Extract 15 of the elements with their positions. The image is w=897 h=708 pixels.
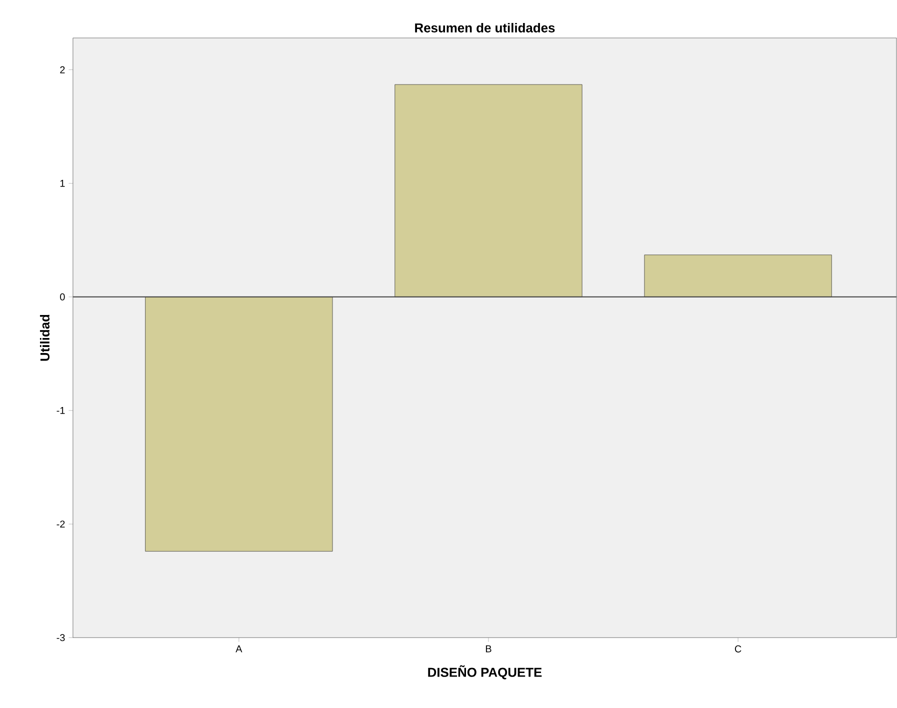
y-tick-label: -1 — [56, 407, 65, 414]
x-tick-label: A — [236, 646, 242, 652]
y-tick-label: 2 — [60, 66, 65, 74]
y-tick-label: -2 — [56, 520, 65, 528]
x-axis-title: DISEÑO PAQUETE — [428, 665, 542, 680]
bar — [644, 254, 832, 298]
y-axis-title: Utilidad — [40, 315, 50, 361]
x-tick-label: B — [486, 646, 492, 652]
chart-title: Resumen de utilidades — [415, 23, 555, 33]
y-tick-label: 0 — [60, 294, 65, 301]
y-tick-label: 1 — [60, 180, 65, 187]
bar — [394, 84, 582, 298]
x-tick-label: C — [734, 646, 742, 653]
y-tick-label: -3 — [56, 634, 65, 642]
bar — [145, 296, 333, 552]
